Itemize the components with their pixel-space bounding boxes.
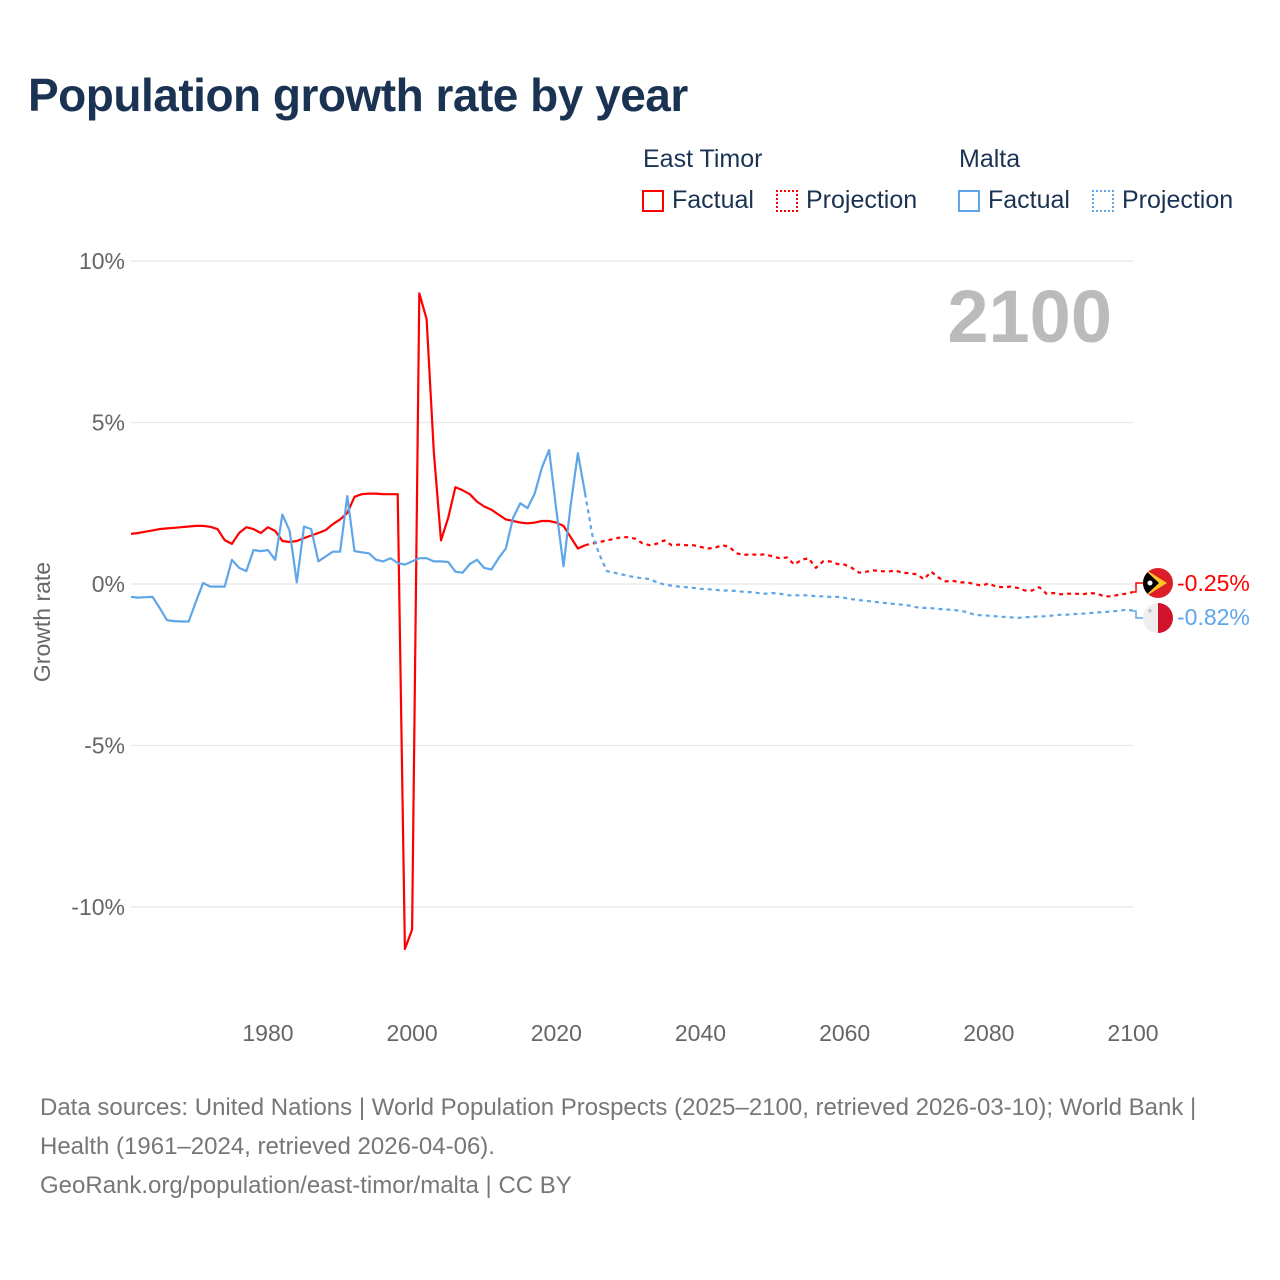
legend-east-timor-projection[interactable]: Projection xyxy=(776,186,917,215)
x-tick-label: 2060 xyxy=(819,1020,870,1046)
malta-flag-icon: + xyxy=(1143,603,1173,633)
east-timor-projection-line xyxy=(584,536,1134,598)
x-tick-label: 2100 xyxy=(1107,1020,1158,1046)
legend-malta-projection[interactable]: Projection xyxy=(1092,186,1233,215)
east-timor-factual-line xyxy=(130,292,586,951)
legend-label: Factual xyxy=(672,186,754,214)
footer: Data sources: United Nations | World Pop… xyxy=(40,1088,1240,1205)
legend-malta-factual[interactable]: Factual xyxy=(958,186,1070,215)
svg-text:+: + xyxy=(1147,606,1152,616)
legend-group-malta: Malta xyxy=(959,145,1021,173)
x-tick-label: 2040 xyxy=(675,1020,726,1046)
x-tick-label: 1980 xyxy=(242,1020,293,1046)
malta-factual-line xyxy=(130,448,587,623)
east-timor-flag-icon xyxy=(1143,568,1173,598)
credit-link[interactable]: GeoRank.org/population/east-timor/malta … xyxy=(40,1172,572,1199)
year-label: 2100 xyxy=(947,275,1112,358)
malta-end-label: -0.82% xyxy=(1177,604,1250,630)
legend-label: Factual xyxy=(988,186,1070,214)
y-tick-label: 10% xyxy=(79,248,125,274)
y-tick-label: -10% xyxy=(71,894,125,920)
y-tick-label: 5% xyxy=(92,410,125,436)
chart-title: Population growth rate by year xyxy=(28,69,688,121)
x-tick-label: 2020 xyxy=(531,1020,582,1046)
y-tick-label: -5% xyxy=(84,733,125,759)
x-tick-label: 2000 xyxy=(387,1020,438,1046)
legend-group-east-timor: East Timor xyxy=(643,145,763,173)
east-timor-end-label: -0.25% xyxy=(1177,570,1250,596)
legend-east-timor-factual[interactable]: Factual xyxy=(642,186,754,215)
malta-connector xyxy=(1133,610,1144,619)
legend-swatch-solid-icon xyxy=(958,189,980,212)
legend-label: Projection xyxy=(806,186,918,214)
data-sources: Data sources: United Nations | World Pop… xyxy=(40,1094,1197,1160)
x-tick-label: 2080 xyxy=(963,1020,1014,1046)
legend-label: Projection xyxy=(1122,186,1234,214)
east-timor-connector xyxy=(1133,582,1144,593)
legend-swatch-dotted-icon xyxy=(776,189,798,212)
malta-projection-line xyxy=(584,493,1134,619)
line-chart: 10% 5% 0% -5% -10% 1980 2000 2020 2040 2060 2080 21… xyxy=(29,248,1250,1046)
legend-swatch-solid-icon xyxy=(642,189,664,212)
y-axis-label: Growth rate xyxy=(29,562,55,682)
y-tick-label: 0% xyxy=(92,571,125,597)
legend-swatch-dotted-icon xyxy=(1092,189,1114,212)
